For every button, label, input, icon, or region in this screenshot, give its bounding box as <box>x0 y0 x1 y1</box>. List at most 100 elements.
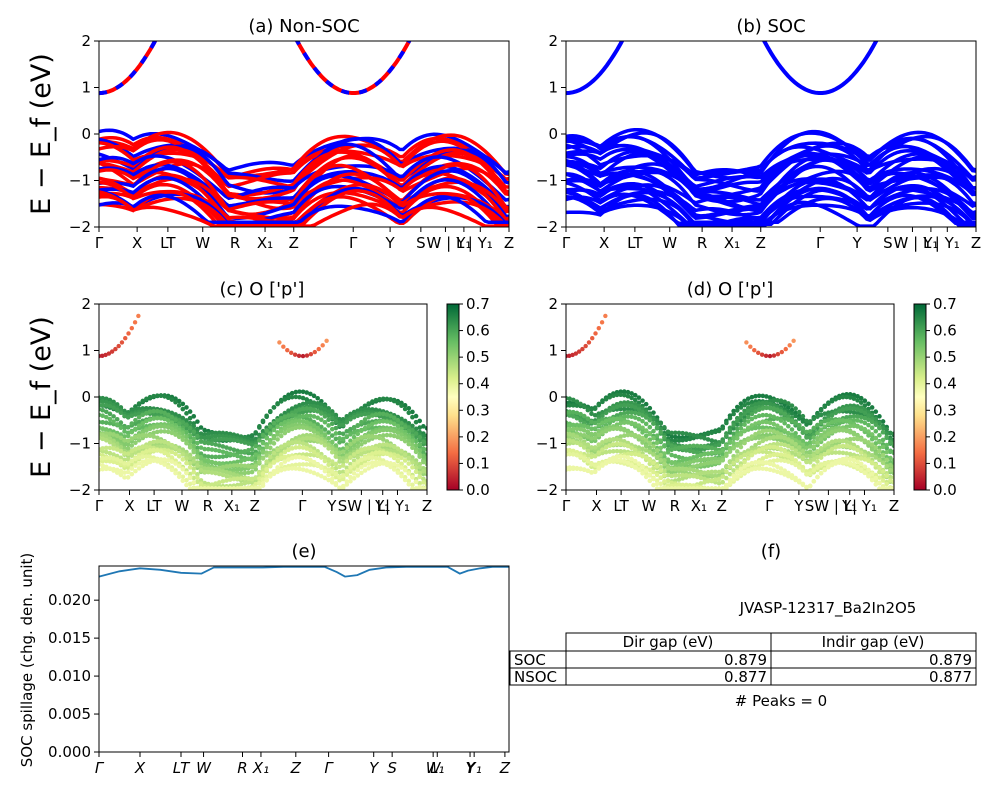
vb-point <box>264 477 269 482</box>
vb-point <box>311 449 317 455</box>
vb-point <box>756 435 762 441</box>
vb-point <box>753 421 758 426</box>
vb-point <box>632 397 638 403</box>
vb-point <box>216 430 222 436</box>
vb-point <box>596 429 602 434</box>
vb-point <box>162 416 167 422</box>
vb-point <box>264 435 269 441</box>
vb-point <box>851 445 857 451</box>
vb-point <box>767 435 773 441</box>
vb-point <box>767 444 773 450</box>
vb-point <box>796 479 802 485</box>
vb-point <box>771 444 777 450</box>
vb-point <box>311 446 317 452</box>
vb-point <box>344 472 350 477</box>
cb-point <box>573 351 579 356</box>
vb-point <box>147 417 153 422</box>
vb-point <box>370 433 375 439</box>
vb-point <box>406 441 412 447</box>
vb-point <box>716 480 722 486</box>
vb-point <box>796 423 802 428</box>
vb-point <box>818 470 824 476</box>
vb-point <box>165 418 171 423</box>
vb-point <box>844 456 849 462</box>
vb-point <box>651 421 656 426</box>
vb-point <box>570 409 576 415</box>
vb-point <box>662 486 667 490</box>
vb-point <box>778 418 784 423</box>
vb-point <box>636 426 642 432</box>
vb-point <box>698 457 704 463</box>
vb-point <box>680 472 685 478</box>
vb-point <box>114 416 120 422</box>
vb-point <box>125 475 131 480</box>
vb-point <box>322 475 328 481</box>
vb-point <box>691 473 696 479</box>
vb-point <box>202 469 207 475</box>
vb-point <box>286 428 291 434</box>
cb-point <box>113 346 118 352</box>
y-tick-label: 0.015 <box>48 629 91 647</box>
vb-point <box>406 481 412 487</box>
vb-point <box>603 396 609 402</box>
vb-point <box>724 453 729 458</box>
vb-point <box>176 434 182 440</box>
vb-point <box>683 431 689 436</box>
vb-point <box>749 460 755 466</box>
vb-point <box>198 451 204 457</box>
vb-point <box>289 440 295 445</box>
vb-point <box>326 417 331 423</box>
vb-point <box>399 455 404 461</box>
vb-point <box>373 459 379 465</box>
vb-point <box>125 433 131 439</box>
vb-point <box>198 454 204 460</box>
vb-point <box>796 436 802 441</box>
vb-point <box>351 475 357 481</box>
vb-point <box>581 423 587 429</box>
vb-point <box>629 403 634 409</box>
vb-point <box>782 458 787 464</box>
vb-point <box>384 462 390 468</box>
vb-point <box>362 411 368 417</box>
cb-point <box>583 343 588 349</box>
vb-point <box>600 439 605 445</box>
vb-point <box>789 460 795 466</box>
vb-point <box>826 417 831 423</box>
vb-point <box>151 439 156 445</box>
vb-point <box>800 426 806 431</box>
vb-point <box>213 433 218 439</box>
vb-point <box>756 401 762 406</box>
vb-point <box>129 458 135 464</box>
vb-point <box>629 456 634 462</box>
vb-point <box>155 393 160 398</box>
cb-point <box>791 338 796 344</box>
vb-point <box>322 468 328 474</box>
vb-point <box>184 430 189 435</box>
vb-point <box>578 466 583 472</box>
vb-point <box>589 445 594 450</box>
vb-point <box>804 418 809 424</box>
vb-point <box>724 443 729 449</box>
vb-point <box>304 400 310 406</box>
vb-point <box>643 474 649 480</box>
vb-point <box>348 474 353 480</box>
vb-point <box>198 460 204 466</box>
vb-point <box>377 428 382 434</box>
vb-point <box>570 403 576 408</box>
vb-point <box>100 446 105 451</box>
vb-point <box>355 436 361 442</box>
vb-point <box>410 414 415 420</box>
vb-point <box>614 404 620 410</box>
vb-point <box>625 389 631 395</box>
colorbar <box>913 303 927 491</box>
vb-point <box>322 427 328 432</box>
vb-point <box>793 430 798 436</box>
vb-point <box>169 420 175 425</box>
vb-point <box>614 426 620 432</box>
vb-point <box>133 456 138 462</box>
vb-point <box>793 406 798 411</box>
vb-point <box>348 455 353 460</box>
vb-point <box>249 433 255 438</box>
vb-point <box>278 429 284 434</box>
